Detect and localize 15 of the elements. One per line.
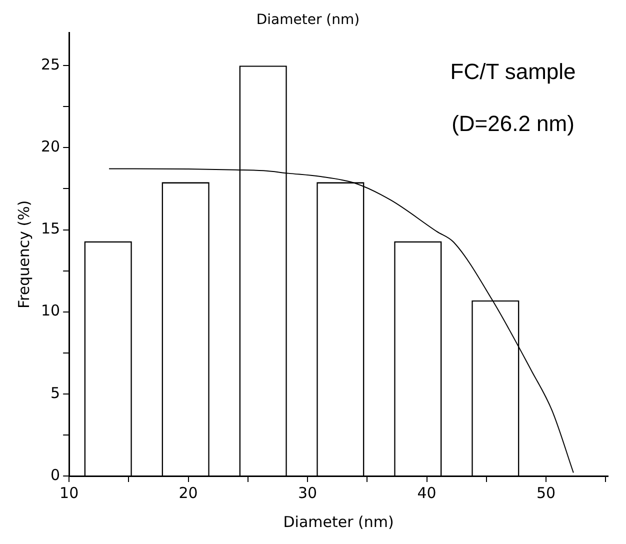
- x-tick-label: 50: [536, 484, 556, 502]
- x-tick-label: 30: [298, 484, 318, 502]
- y-axis-title: Frequency (%): [14, 200, 33, 309]
- annotation: FC/T sample: [450, 58, 576, 84]
- y-tick-label: 25: [40, 56, 60, 74]
- chart-title: Diameter (nm): [256, 12, 360, 28]
- x-axis-title: Diameter (nm): [283, 512, 394, 531]
- x-tick-label: 20: [178, 484, 198, 502]
- x-tick-label: 40: [417, 484, 436, 502]
- y-tick-label: 15: [40, 220, 60, 238]
- y-tick-label: 20: [40, 138, 60, 156]
- y-tick-label: 0: [50, 466, 60, 484]
- y-tick-label: 10: [40, 302, 60, 320]
- y-tick-label: 5: [50, 384, 60, 402]
- annotation: (D=26.2 nm): [452, 110, 574, 136]
